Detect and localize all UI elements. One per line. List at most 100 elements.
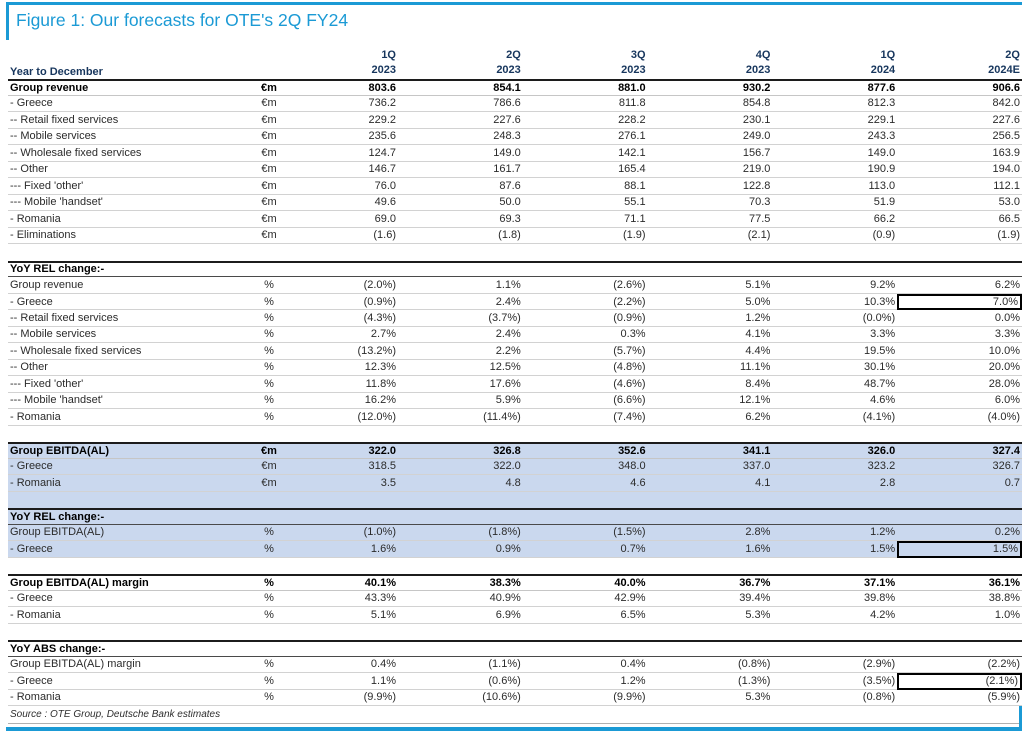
bottom-accent-notch: [1019, 706, 1022, 728]
value-cell: 66.5: [998, 212, 1020, 225]
unit-cell: €m: [261, 476, 277, 489]
unit-cell: %: [264, 328, 274, 341]
table-row: --- Fixed 'other'% 11.8% 17.6% (4.6%) 8.4% 48…: [8, 376, 1022, 393]
value-cell: 1.6%: [370, 543, 396, 556]
value-cell: (13.2%): [357, 344, 396, 357]
value-cell: 803.6: [368, 82, 396, 94]
table-row: Group EBITDA(AL) margin% 0.4% (1.1%) 0.4% (0…: [8, 657, 1022, 673]
table-row: Group EBITDA(AL) €m 322.0 326.8 352.6 341.1 32…: [8, 442, 1022, 459]
figure-title: Figure 1: Our forecasts for OTE's 2Q FY2…: [16, 10, 349, 30]
value-cell: 323.2: [867, 460, 896, 473]
forecast-table: Year to December 1Q 2023 2Q 2023 3Q 2023 4Q…: [8, 43, 1022, 724]
value-cell: 146.7: [368, 163, 396, 176]
unit-cell: €m: [261, 97, 277, 110]
table-row: - Greece €m 318.5 322.0 348.0 337.0 323.2 326.7: [8, 458, 1022, 475]
value-cell: 0.0%: [994, 311, 1020, 324]
table-row: -- Mobile services €m 235.6 248.3 276.1 249.0…: [8, 129, 1022, 145]
highlight-box-cell: 1.5%: [897, 541, 1022, 558]
value-cell: 5.0%: [745, 295, 771, 308]
table-row: -- Wholesale fixed services% (13.2%) 2.2% (…: [8, 343, 1022, 360]
table-row: - Greece% 1.1% (0.6%) 1.2% (1.3%) (3.5%) (2.1%…: [8, 673, 1022, 690]
value-cell: 12.5%: [489, 361, 521, 374]
value-cell: 88.1: [624, 179, 646, 192]
unit-cell: €m: [261, 229, 277, 242]
value-cell: 6.5%: [620, 608, 646, 621]
value-cell: 6.2%: [745, 410, 771, 423]
unit-cell: %: [264, 543, 274, 556]
value-cell: 161.7: [493, 163, 521, 176]
value-cell: 190.9: [867, 163, 896, 176]
unit-cell: €m: [261, 82, 277, 94]
value-cell: 326.7: [992, 460, 1020, 473]
table-row: -- Mobile services% 2.7% 2.4% 0.3% 4.1% 3.3% 3…: [8, 327, 1022, 343]
row-label: -- Other: [10, 163, 48, 176]
value-cell: 12.3%: [364, 361, 396, 374]
value-cell: 113.0: [868, 179, 896, 192]
spacer-row: [8, 624, 1022, 641]
value-cell: 322.0: [493, 460, 521, 473]
value-cell: 165.4: [618, 163, 646, 176]
value-cell: 877.6: [867, 82, 896, 94]
value-cell: 326.8: [493, 445, 521, 457]
row-label: -- Retail fixed services: [10, 113, 119, 126]
row-label: YoY ABS change:-: [10, 642, 106, 655]
value-cell: 1.0%: [994, 608, 1020, 621]
value-cell: 1.2%: [620, 675, 646, 688]
unit-cell: %: [264, 592, 274, 605]
row-label: - Eliminations: [10, 229, 77, 242]
value-cell: 854.1: [493, 82, 521, 94]
value-cell: 66.2: [873, 212, 896, 225]
value-cell: (3.7%): [488, 311, 521, 324]
column-header-3q-2023: 3Q 2023: [621, 49, 646, 76]
value-cell: (0.9%): [363, 295, 396, 308]
highlight-box-cell: 7.0%: [897, 293, 1022, 310]
row-label: Group EBITDA(AL) margin: [10, 658, 141, 671]
row-label: YoY REL change:-: [10, 263, 105, 276]
value-cell: 235.6: [368, 130, 396, 143]
unit-cell: €m: [261, 130, 277, 143]
unit-cell: %: [264, 394, 274, 407]
value-cell: 812.3: [867, 97, 896, 110]
table-row: - Greece% 1.6% 0.9% 0.7% 1.6% 1.5% 1.5%: [8, 541, 1022, 558]
row-label: -- Wholesale fixed services: [10, 146, 142, 159]
table-row: - Romania% 5.1% 6.9% 6.5% 5.3% 4.2% 1.0%: [8, 607, 1022, 624]
value-cell: (2.2%): [613, 295, 646, 308]
value-cell: 122.8: [742, 179, 771, 192]
value-cell: 230.1: [742, 113, 771, 126]
value-cell: 69.3: [499, 212, 521, 225]
value-cell: 12.1%: [739, 394, 771, 407]
row-label: -- Wholesale fixed services: [10, 344, 142, 357]
table-row: Group revenue% (2.0%) 1.1% (2.6%) 5.1% 9.2% 6.…: [8, 277, 1022, 294]
value-cell: 5.9%: [495, 394, 521, 407]
row-label: Group revenue: [10, 82, 89, 94]
value-cell: 36.1%: [988, 577, 1020, 589]
value-cell: (1.1%): [488, 658, 521, 671]
value-cell: 20.0%: [988, 361, 1020, 374]
column-header-2q-2024e: 2Q 2024E: [988, 49, 1020, 76]
top-accent-line: [6, 2, 1022, 5]
row-label: -- Other: [10, 361, 48, 374]
value-cell: 256.5: [992, 130, 1020, 143]
value-cell: (9.9%): [363, 691, 396, 704]
unit-cell: %: [264, 344, 274, 357]
table-row: -- Retail fixed services% (4.3%) (3.7%) (0.…: [8, 310, 1022, 327]
value-cell: (6.6%): [613, 394, 646, 407]
value-cell: 10.3%: [863, 295, 896, 308]
row-label: Group EBITDA(AL): [10, 526, 105, 539]
value-cell: 69.0: [374, 212, 396, 225]
column-header-1q-2024: 1Q 2024: [870, 49, 896, 76]
value-cell: 70.3: [748, 196, 771, 209]
table-row: - Romania% (12.0%) (11.4%) (7.4%) 6.2% (4.1%)…: [8, 409, 1022, 426]
table-body: Group revenue €m 803.6 854.1 881.0 930.2 877.6…: [8, 79, 1022, 706]
row-label: - Romania: [10, 608, 61, 621]
row-label: --- Fixed 'other': [10, 179, 84, 192]
column-header-2q-2023: 2Q 2023: [496, 49, 521, 76]
row-label: - Greece: [10, 295, 53, 308]
value-cell: 28.0%: [988, 377, 1020, 390]
value-cell: 6.2%: [994, 278, 1020, 291]
value-cell: 163.9: [992, 146, 1020, 159]
value-cell: 0.7%: [620, 543, 646, 556]
value-cell: 2.8%: [745, 526, 771, 539]
value-cell: 42.9%: [614, 592, 646, 605]
